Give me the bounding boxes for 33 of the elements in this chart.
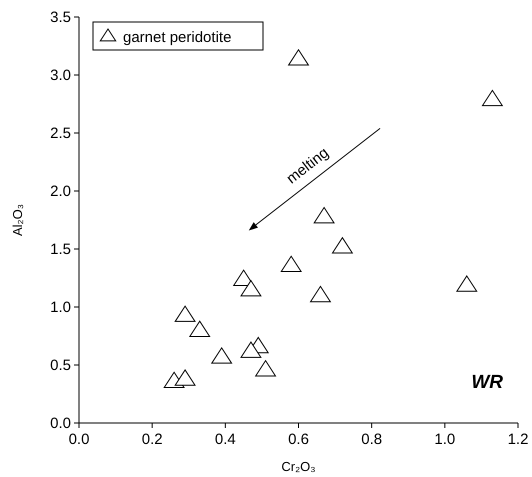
x-tick-label: 0.0: [68, 431, 90, 448]
x-tick-label: 0.2: [142, 431, 163, 448]
y-tick-label: 2.0: [50, 183, 71, 200]
point: [240, 280, 262, 296]
point: [280, 256, 302, 272]
y-tick-label: 1.0: [50, 299, 71, 316]
y-tick-label: 3.5: [50, 9, 71, 26]
y-tick-label: 0.5: [50, 357, 71, 374]
point: [482, 90, 503, 106]
point: [189, 320, 210, 337]
point: [211, 347, 232, 364]
point: [456, 275, 478, 292]
x-tick-label: 1.0: [434, 431, 456, 448]
y-tick-label: 3.0: [50, 67, 71, 84]
y-tick-label: 0.0: [50, 415, 71, 432]
x-tick-label: 0.6: [288, 431, 309, 448]
point: [288, 49, 309, 66]
point: [314, 207, 335, 224]
y-axis-title: Al₂O₃: [10, 204, 25, 236]
point: [174, 369, 196, 386]
point: [332, 237, 353, 254]
annotation: WR: [471, 372, 504, 394]
point: [255, 360, 276, 376]
x-tick-label: 0.8: [361, 431, 382, 448]
point: [174, 306, 196, 322]
y-tick-label: 1.5: [50, 241, 71, 258]
legend-label: garnet peridotite: [123, 29, 232, 46]
x-tick-label: 1.2: [508, 431, 528, 448]
x-axis-title: Cr₂O₃: [281, 459, 316, 474]
point: [310, 286, 331, 302]
x-tick-label: 0.4: [214, 431, 236, 448]
point: [240, 342, 262, 358]
y-tick-label: 2.5: [50, 125, 71, 142]
